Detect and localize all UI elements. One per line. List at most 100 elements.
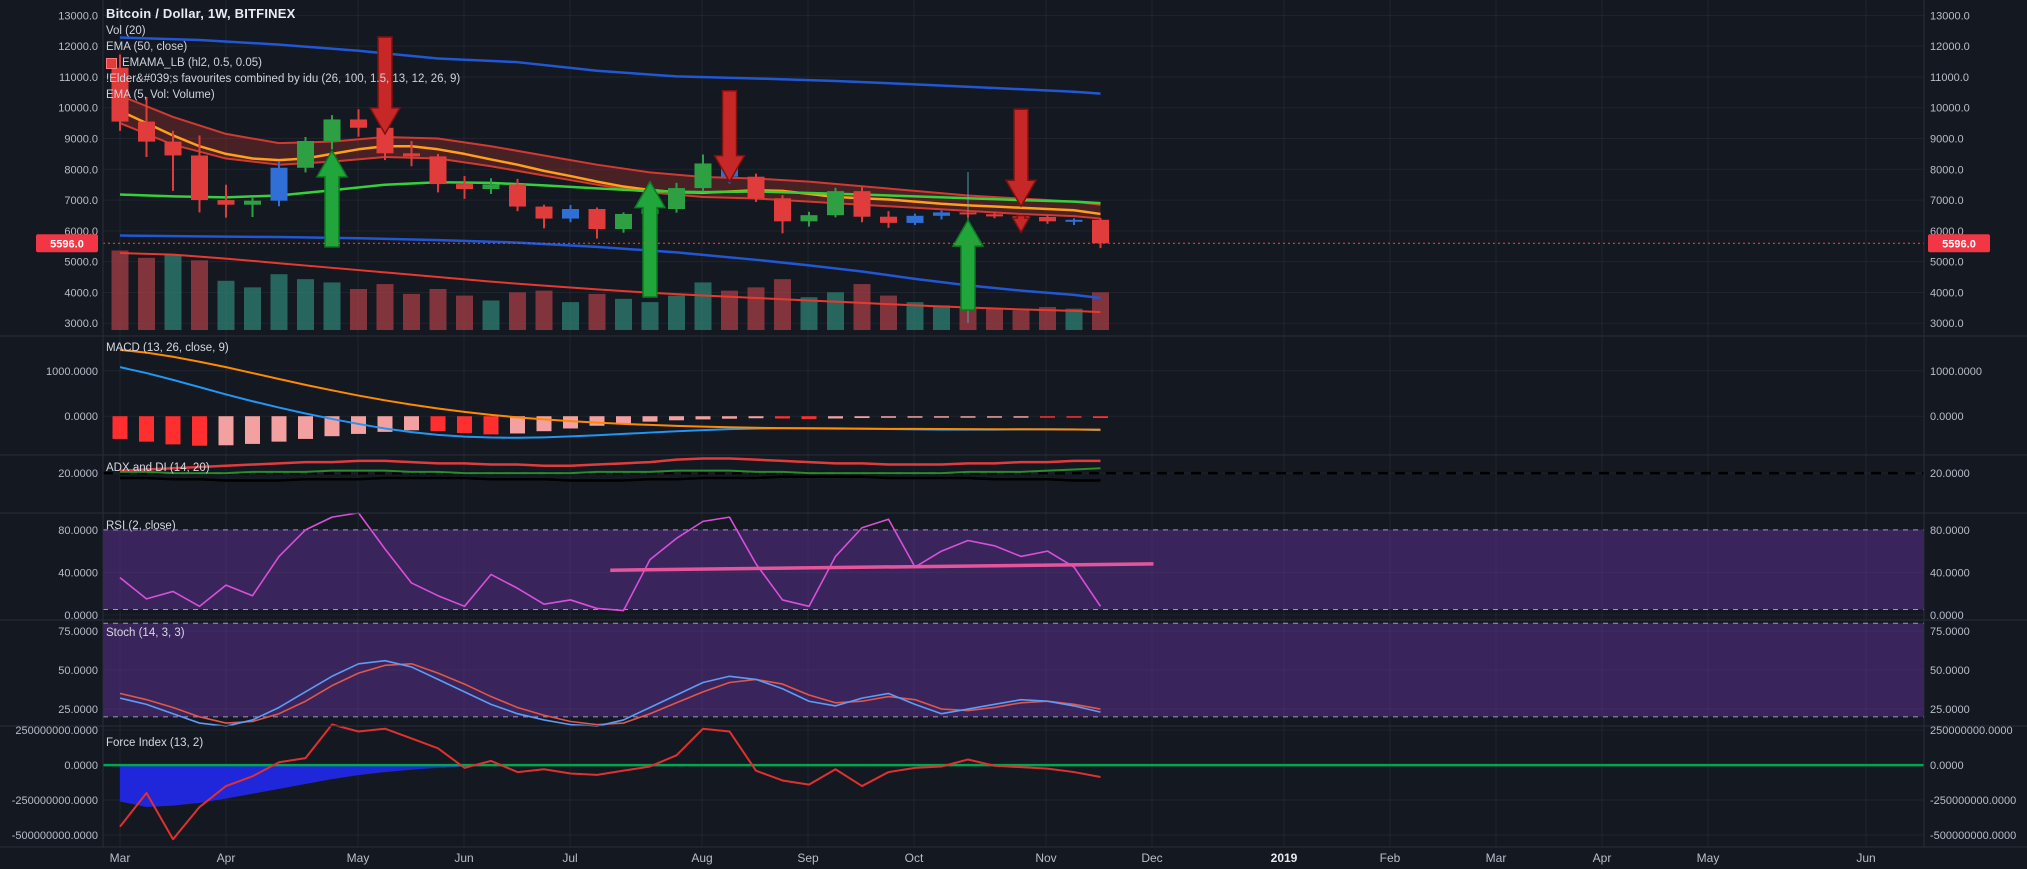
macd-histogram-bar [457, 416, 472, 434]
sell-arrow[interactable] [713, 90, 746, 184]
candle [482, 184, 500, 190]
rsi-band [103, 529, 1924, 610]
sell-arrow[interactable] [1004, 108, 1038, 208]
candle [350, 119, 367, 128]
macd-histogram-bar [112, 416, 128, 439]
volume-bar [933, 305, 950, 330]
legend-item-volume[interactable]: Vol (20) [106, 25, 146, 37]
axis-tick-label: 13000.0 [58, 10, 98, 22]
candle [615, 213, 632, 230]
candle [562, 209, 579, 219]
macd-histogram-bar [695, 416, 711, 420]
time-tick-label: Feb [1380, 851, 1401, 865]
candle [270, 167, 288, 201]
sell-arrow[interactable] [1011, 214, 1031, 234]
axis-tick-label: -250000000.0000 [12, 795, 98, 807]
axis-tick-label: -250000000.0000 [1930, 795, 2016, 807]
last-price-badge [36, 234, 98, 253]
macd-histogram-bar [960, 416, 976, 418]
macd-histogram-bar [934, 416, 949, 418]
stoch-pane-title[interactable]: Stoch (14, 3, 3) [106, 627, 185, 639]
candle [138, 121, 155, 142]
price-scale-left[interactable] [0, 0, 103, 847]
candle [509, 184, 526, 207]
candle [164, 141, 182, 156]
axis-tick-label: 250000000.0000 [1930, 725, 2013, 737]
rsi-pane-title[interactable]: RSI (2, close) [106, 520, 176, 532]
volume-bar [191, 260, 208, 330]
legend-item-ema50[interactable]: EMA (50, close) [106, 41, 188, 53]
macd-histogram-bar [642, 416, 658, 422]
buy-arrow[interactable] [951, 218, 985, 311]
axis-tick-label: 5000.0 [64, 257, 98, 269]
axis-tick-label: 3000.0 [64, 318, 98, 330]
candle [1039, 217, 1056, 222]
volume-bar [1012, 310, 1030, 330]
adx-pane-title[interactable]: ADX and DI (14, 20) [106, 462, 210, 474]
volume-bar [509, 292, 526, 330]
candle [1065, 219, 1083, 222]
buy-arrow[interactable] [633, 180, 667, 298]
symbol-title[interactable]: Bitcoin / Dollar, 1W, BITFINEX [106, 6, 296, 21]
macd-histogram-bar [589, 416, 605, 426]
axis-tick-label: 0.0000 [1930, 610, 1964, 622]
legend-item-emama-lb[interactable]: EMAMA_LB (hl2, 0.5, 0.05) [106, 57, 460, 69]
candle [244, 200, 261, 205]
volume-bar [562, 302, 579, 330]
sell-arrow[interactable] [368, 36, 402, 136]
axis-tick-label: 12000.0 [1930, 41, 1970, 53]
macd-histogram-bar [245, 416, 260, 444]
price-scales: 13000.0 13000.0 12000.0 12000.0 11000.0 11000… [12, 10, 2017, 842]
candle [747, 176, 765, 199]
time-tick-label: Oct [905, 851, 924, 865]
axis-tick-label: -500000000.0000 [12, 830, 98, 842]
axis-tick-label: 12000.0 [58, 41, 98, 53]
macd-histogram-bar [1066, 416, 1082, 418]
axis-tick-label: 0.0000 [64, 610, 98, 622]
volume-bar [1039, 307, 1056, 330]
time-tick-label: Sep [797, 851, 819, 865]
axis-tick-label: 0.0000 [64, 411, 98, 423]
adx-pane [103, 457, 1924, 482]
legend-item-label: EMAMA_LB (hl2, 0.5, 0.05) [122, 57, 262, 69]
macd-histogram-bar [563, 416, 578, 429]
force-area [120, 765, 1101, 808]
axis-tick-label: 1000.0000 [1930, 366, 1982, 378]
axis-tick-label: 7000.0 [64, 195, 98, 207]
macd-histogram-bar [165, 416, 181, 445]
last-price-label: 5596.0 [1942, 238, 1976, 250]
volume-bar [827, 292, 844, 330]
axis-tick-label: 10000.0 [58, 103, 98, 115]
time-scale: Mar Apr May Jun Jul Aug Sep Oct Nov Dec 2019 Feb Mar… [110, 851, 1876, 865]
volume-bar [721, 290, 738, 330]
volume-bar [482, 300, 500, 330]
volume-bar [853, 284, 871, 330]
volume-bar [217, 280, 235, 330]
buy-arrow[interactable] [315, 149, 349, 248]
ema-cloud [120, 95, 1101, 219]
candle [111, 67, 129, 122]
axis-tick-label: 80.0000 [1930, 525, 1970, 537]
volume-bar [535, 290, 553, 330]
axis-tick-label: 0.0000 [64, 760, 98, 772]
volume-bar [800, 297, 818, 330]
macd-pane-title[interactable]: MACD (13, 26, close, 9) [106, 342, 229, 354]
axis-tick-label: 75.0000 [58, 626, 98, 638]
legend-item-ema5-volume[interactable]: EMA (5, Vol: Volume) [106, 89, 215, 101]
macd-histogram-bar [987, 416, 1002, 418]
stoch-band [103, 623, 1924, 717]
time-scale-area[interactable] [0, 847, 2027, 869]
price-scale-right[interactable] [1924, 0, 2027, 847]
time-tick-label: Jun [454, 851, 473, 865]
force-pane-title[interactable]: Force Index (13, 2) [106, 737, 204, 749]
legend-item-elders-favourites[interactable]: !Elder&#039;s favourites combined by idu… [106, 73, 461, 85]
candle [403, 153, 420, 157]
axis-tick-label: 8000.0 [64, 164, 98, 176]
time-tick-label: Jul [562, 851, 577, 865]
candle [297, 140, 314, 168]
candle [853, 191, 871, 217]
axis-tick-label: 250000000.0000 [15, 725, 98, 737]
axis-tick-label: 50.0000 [1930, 665, 1970, 677]
